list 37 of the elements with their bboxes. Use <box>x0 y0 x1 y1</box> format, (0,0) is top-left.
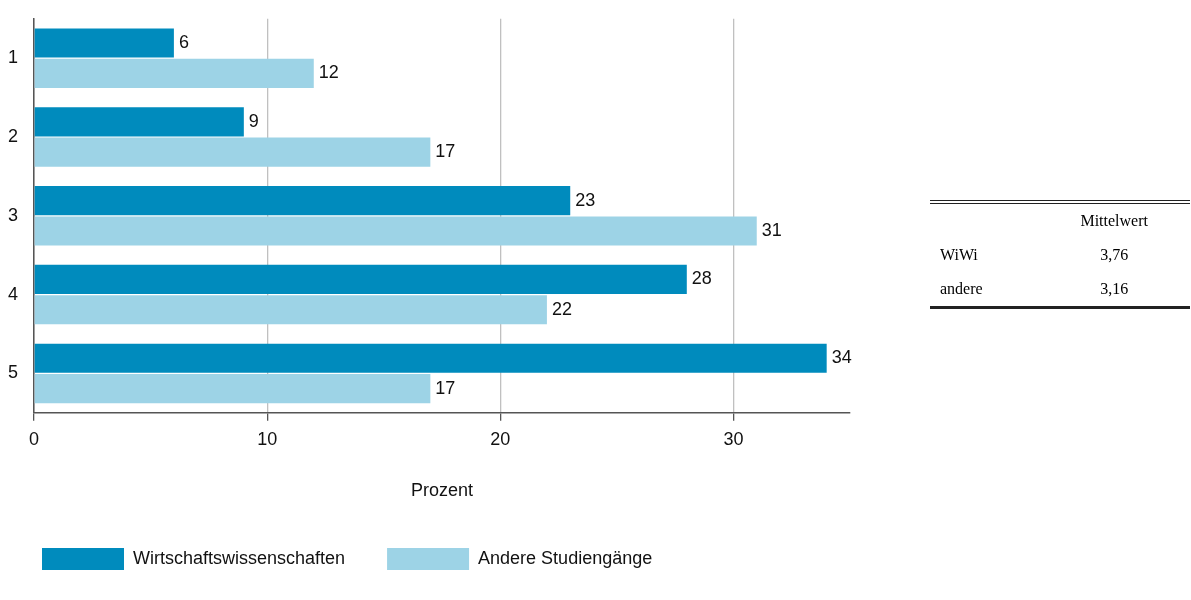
x-axis-title: Prozent <box>410 480 474 501</box>
data-label: 17 <box>435 141 456 162</box>
bar <box>34 343 827 373</box>
data-label: 31 <box>761 219 782 240</box>
bar <box>34 264 687 294</box>
bar <box>34 28 174 58</box>
y-tick-label: 3 <box>8 204 19 225</box>
data-label: 9 <box>248 110 259 131</box>
y-tick-label: 4 <box>8 283 19 304</box>
bar <box>34 58 314 88</box>
data-label: 12 <box>318 62 339 83</box>
bar <box>34 295 547 325</box>
category-label: WiWi <box>939 245 979 265</box>
y-tick-label: 2 <box>8 125 19 146</box>
y-tick-label: 5 <box>8 362 19 383</box>
bar <box>34 216 757 246</box>
bar <box>34 374 431 404</box>
category-label: andere <box>939 279 984 299</box>
data-label: 17 <box>435 377 456 398</box>
text: Mittelwert <box>1079 211 1149 231</box>
x-tick-label: 20 <box>490 428 511 449</box>
legend-label: Andere Studiengänge <box>478 547 653 568</box>
legend-label: Wirtschaftswissenschaften <box>133 547 346 568</box>
x-tick-label: 10 <box>257 428 278 449</box>
text: 3,76 <box>1100 246 1129 263</box>
y-tick-label: 1 <box>8 47 19 68</box>
data-label: 22 <box>551 298 572 319</box>
data-label: 6 <box>178 32 189 52</box>
bar <box>34 107 244 137</box>
data-label: 23 <box>575 189 596 210</box>
x-tick-label: 0 <box>29 428 40 449</box>
text: 3,16 <box>1100 280 1129 297</box>
x-tick-label: 30 <box>723 428 744 449</box>
data-label: 34 <box>831 347 852 368</box>
bar <box>34 137 431 167</box>
bar <box>34 186 571 216</box>
data-label: 28 <box>691 268 712 289</box>
